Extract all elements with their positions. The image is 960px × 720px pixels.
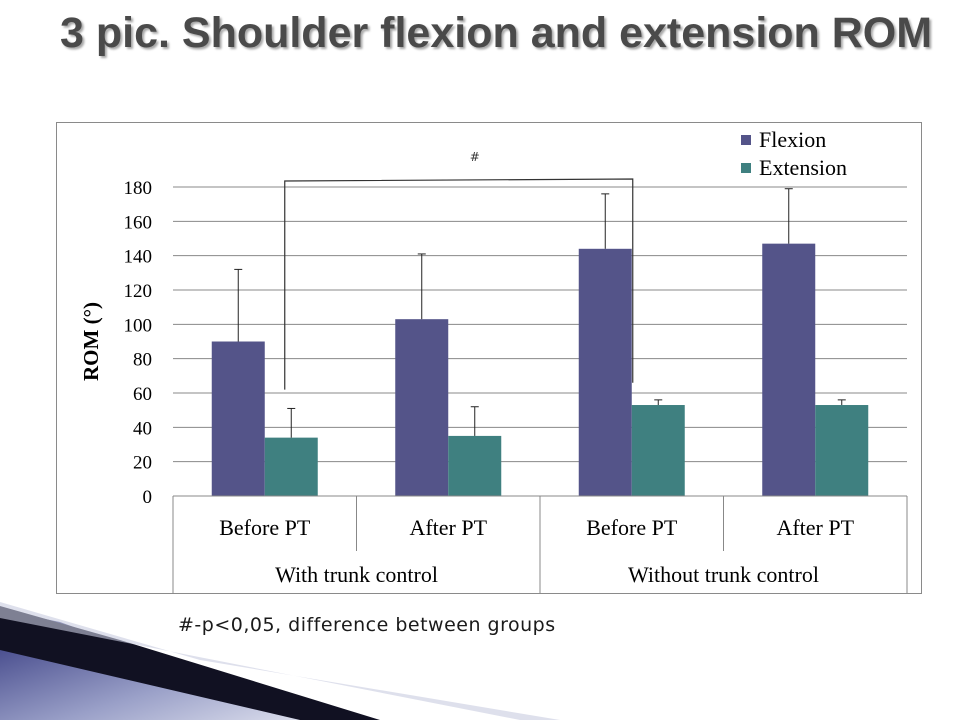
significance-bracket xyxy=(284,178,634,390)
bar-flexion xyxy=(395,319,449,496)
bar-extension xyxy=(264,437,318,496)
bar-extension xyxy=(815,405,869,496)
x-tick-label: Before PT xyxy=(219,515,311,540)
bar-flexion xyxy=(211,341,265,496)
legend-swatch xyxy=(741,135,751,145)
bar-extension xyxy=(631,405,685,496)
footnote: #-p<0,05, difference between groups xyxy=(178,614,556,636)
x-tick-label: After PT xyxy=(776,515,854,540)
x-group-label: With trunk control xyxy=(275,562,438,587)
bar-chart: 0 20 40 60 80 100 120 140 160 180 ROM (°) Before PT… xyxy=(79,127,908,594)
y-tick-label: 160 xyxy=(124,212,153,233)
y-tick-label: 100 xyxy=(124,315,153,336)
slide-title: 3 pic. Shoulder flexion and extension RO… xyxy=(60,9,933,57)
legend-label: Extension xyxy=(759,155,847,180)
y-tick-label: 80 xyxy=(133,350,152,371)
chart-frame: 0 20 40 60 80 100 120 140 160 180 ROM (°) Before PT… xyxy=(56,122,922,594)
y-tick-label: 40 xyxy=(133,418,152,439)
y-tick-label: 120 xyxy=(124,281,153,302)
significance-marker: # xyxy=(470,150,480,164)
y-tick-label: 140 xyxy=(124,247,153,268)
x-tick-label: After PT xyxy=(409,515,487,540)
y-tick-label: 0 xyxy=(143,487,153,508)
y-tick-label: 60 xyxy=(133,384,152,405)
bar-flexion xyxy=(578,248,632,496)
legend-swatch xyxy=(741,163,751,173)
y-axis-title: ROM (°) xyxy=(79,302,103,381)
x-tick-label: Before PT xyxy=(586,515,678,540)
legend-label: Flexion xyxy=(759,127,826,152)
bar-extension xyxy=(448,435,502,496)
y-tick-label: 180 xyxy=(124,178,153,199)
x-group-label: Without trunk control xyxy=(628,562,819,587)
y-tick-label: 20 xyxy=(133,453,152,474)
bar-flexion xyxy=(762,243,816,496)
